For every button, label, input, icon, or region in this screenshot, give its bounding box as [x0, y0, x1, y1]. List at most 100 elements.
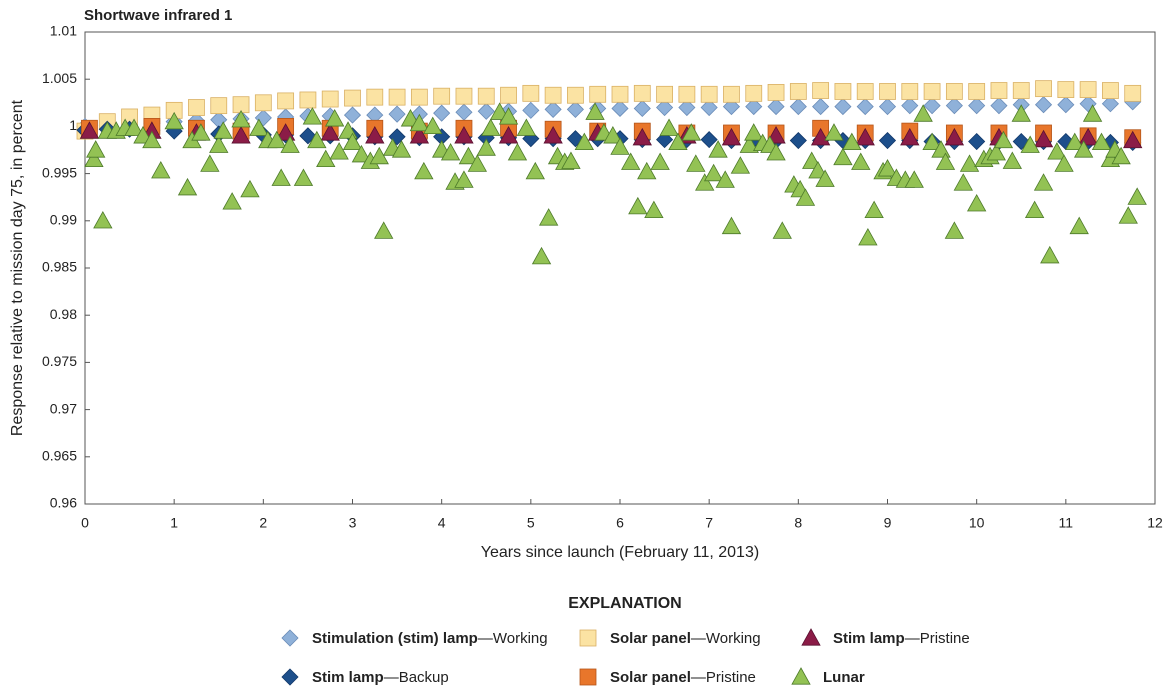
data-point — [681, 123, 702, 141]
data-point — [365, 126, 385, 144]
data-point — [966, 193, 987, 212]
x-tick-label: 0 — [81, 515, 89, 531]
data-point — [644, 200, 664, 219]
data-point — [277, 92, 295, 110]
data-point — [374, 221, 394, 239]
data-point — [267, 130, 287, 149]
legend-marker — [791, 667, 811, 685]
data-point — [745, 84, 763, 102]
data-point — [879, 83, 896, 100]
legend-title: EXPLANATION — [568, 595, 681, 612]
data-point — [525, 161, 545, 180]
data-point — [454, 126, 474, 144]
data-point — [772, 221, 792, 239]
data-point — [808, 160, 828, 179]
data-point — [544, 86, 562, 104]
data-point — [200, 154, 220, 172]
y-tick-label: 0.99 — [50, 212, 77, 228]
data-point — [678, 85, 696, 103]
data-point — [745, 98, 763, 116]
data-point — [213, 121, 233, 139]
data-point — [585, 102, 605, 120]
data-point — [789, 83, 807, 100]
data-point — [1101, 95, 1119, 113]
data-point — [959, 154, 980, 172]
data-point — [913, 104, 933, 122]
data-point — [633, 99, 651, 118]
data-point — [721, 216, 742, 235]
data-point — [968, 97, 986, 115]
data-point — [142, 130, 162, 149]
data-point — [414, 161, 434, 180]
data-point — [254, 94, 272, 112]
data-point — [1035, 80, 1052, 98]
data-point — [953, 173, 973, 191]
data-point — [864, 200, 884, 219]
data-point — [628, 196, 648, 215]
data-point — [877, 159, 898, 177]
data-point — [455, 87, 473, 105]
data-point — [767, 84, 785, 101]
legend-marker — [281, 629, 299, 647]
data-point — [423, 116, 443, 135]
data-point — [320, 123, 340, 141]
data-point — [944, 127, 965, 146]
x-tick-label: 6 — [616, 515, 624, 531]
data-point — [440, 143, 461, 161]
data-point — [935, 152, 956, 170]
data-point — [855, 127, 875, 146]
data-point — [858, 227, 878, 246]
data-point — [409, 126, 430, 144]
data-point — [968, 132, 986, 151]
y-tick-label: 0.97 — [50, 400, 77, 416]
data-point — [1054, 154, 1074, 172]
data-point — [656, 85, 673, 103]
data-point — [343, 106, 362, 124]
data-point — [589, 85, 607, 103]
data-point — [723, 85, 740, 103]
data-point — [574, 132, 595, 151]
data-point — [678, 98, 696, 117]
data-point — [767, 98, 785, 116]
x-tick-label: 12 — [1147, 515, 1163, 531]
data-point — [1024, 200, 1045, 219]
data-point — [610, 137, 630, 155]
x-tick-label: 5 — [527, 515, 535, 531]
data-point — [700, 98, 718, 117]
data-point — [93, 210, 113, 229]
data-point — [904, 170, 924, 188]
data-point — [834, 83, 852, 100]
chart-title: Shortwave infrared 1 — [84, 7, 232, 24]
x-tick-label: 2 — [259, 515, 267, 531]
x-tick-label: 3 — [349, 515, 357, 531]
data-point — [739, 135, 759, 153]
data-point — [1057, 96, 1075, 114]
data-point — [476, 138, 496, 156]
data-point — [815, 169, 835, 187]
data-point — [500, 86, 517, 104]
data-point — [611, 99, 629, 118]
legend-label: Stim lamp—Backup — [312, 669, 449, 686]
data-point — [810, 127, 831, 146]
data-point — [744, 123, 764, 141]
data-point — [271, 168, 291, 186]
data-point — [391, 140, 412, 158]
data-point — [543, 126, 563, 144]
data-point — [650, 152, 670, 170]
data-point — [1082, 104, 1103, 122]
data-point — [231, 109, 251, 128]
y-tick-label: 0.965 — [42, 448, 77, 464]
y-tick-label: 0.96 — [50, 495, 77, 511]
data-point — [498, 107, 519, 125]
data-point — [531, 246, 552, 265]
x-tick-label: 1 — [170, 515, 178, 531]
data-point — [637, 161, 657, 180]
data-point — [342, 132, 363, 151]
legend-marker — [579, 668, 597, 686]
data-point — [477, 87, 495, 105]
data-point — [659, 118, 679, 136]
x-tick-label: 9 — [884, 515, 892, 531]
data-point — [302, 107, 323, 125]
data-point — [351, 144, 372, 163]
